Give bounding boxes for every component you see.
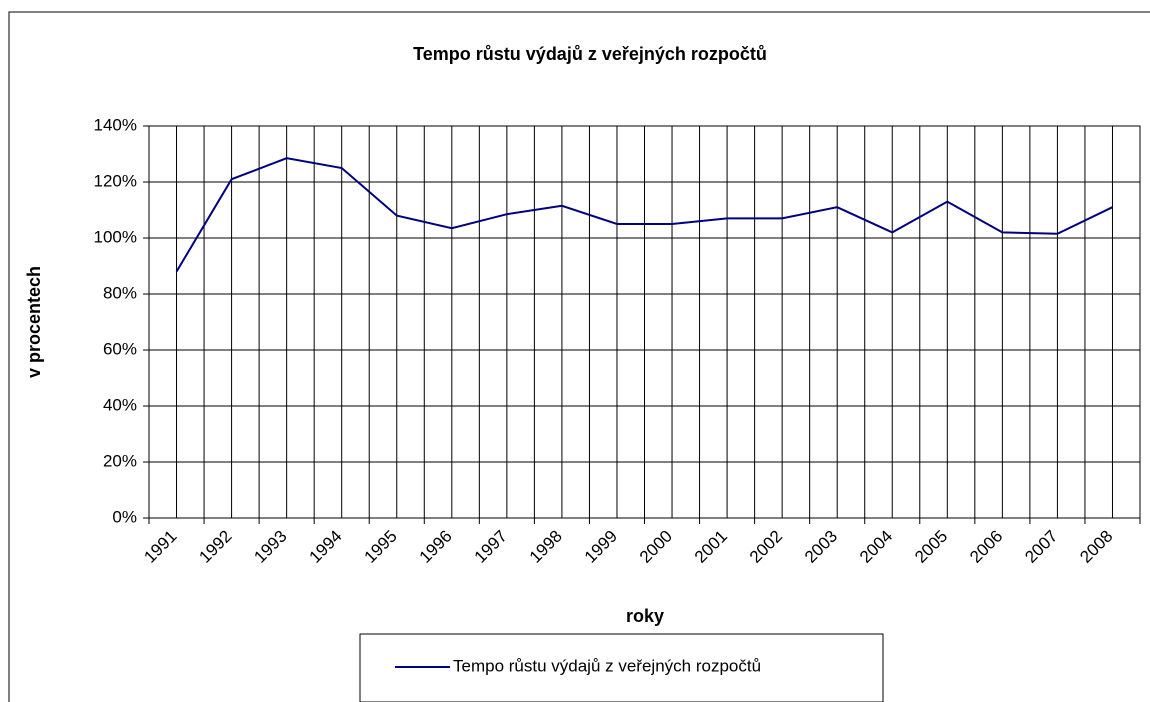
y-tick-label: 20% bbox=[103, 451, 137, 470]
y-tick-label: 0% bbox=[112, 507, 137, 526]
y-tick-label: 140% bbox=[94, 115, 137, 134]
x-axis-label: roky bbox=[626, 606, 664, 626]
y-tick-label: 80% bbox=[103, 283, 137, 302]
line-series bbox=[175, 157, 1113, 273]
y-tick-label: 40% bbox=[103, 395, 137, 414]
y-tick-label: 100% bbox=[94, 227, 137, 246]
y-tick-label: 120% bbox=[94, 171, 137, 190]
y-axis-label: v procentech bbox=[24, 266, 44, 378]
chart-title: Tempo růstu výdajů z veřejných rozpočtů bbox=[413, 44, 767, 64]
y-tick-label: 60% bbox=[103, 339, 137, 358]
legend-label: Tempo růstu výdajů z veřejných rozpočtů bbox=[453, 656, 761, 675]
chart-frame bbox=[8, 11, 1150, 702]
